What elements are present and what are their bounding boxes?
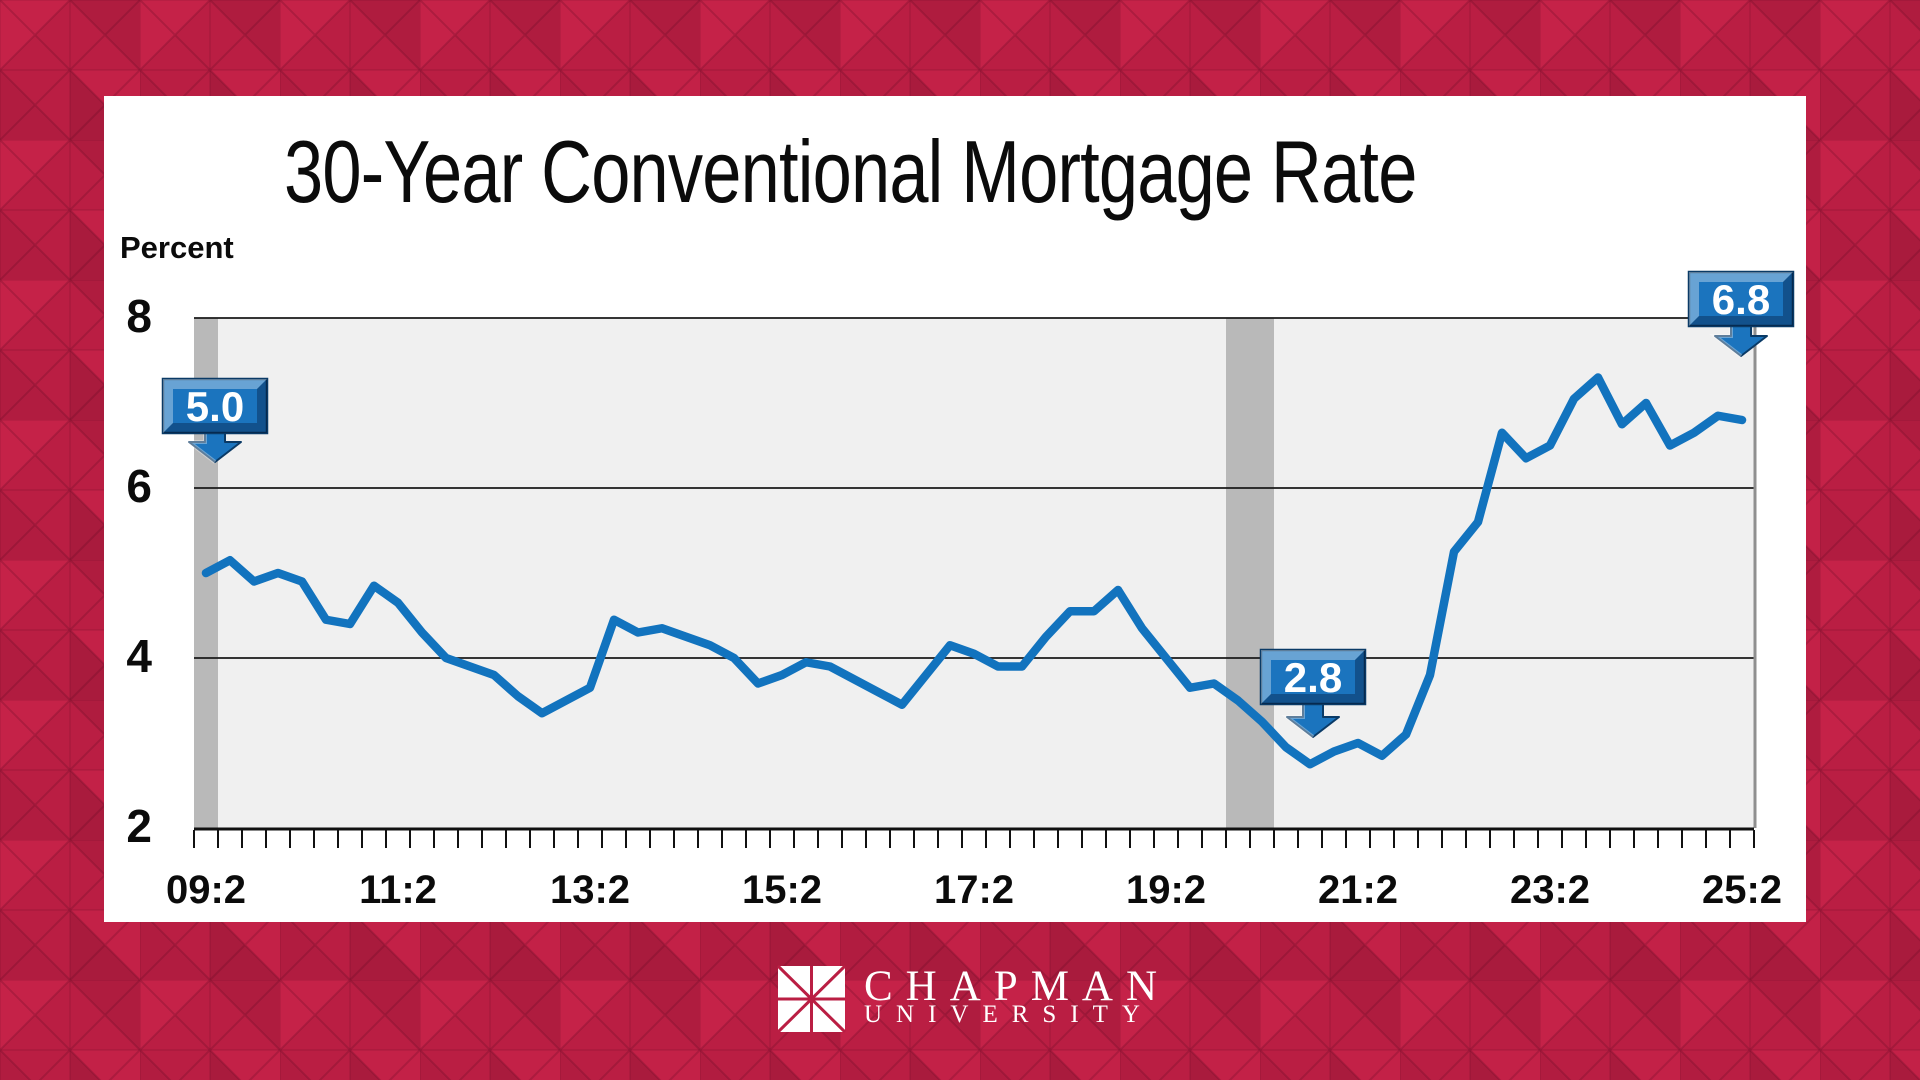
callout-value: 5.0	[186, 383, 244, 430]
callout-box	[161, 377, 269, 435]
rate-line	[201, 373, 1747, 769]
x-axis-label: 09:2	[166, 868, 246, 912]
x-axis-label: 25:2	[1702, 868, 1782, 912]
x-axis-label: 19:2	[1126, 868, 1206, 912]
callout-arrow-highlight	[183, 430, 217, 464]
x-axis-label: 11:2	[359, 868, 437, 912]
callout-arrow-highlight	[1709, 323, 1743, 358]
callout-box	[1687, 270, 1795, 328]
y-axis-label: 8	[126, 290, 152, 342]
brand-subname: UNIVERSITY	[864, 1001, 1154, 1028]
callout-value: 6.8	[1712, 276, 1770, 323]
y-axis-label: 4	[126, 630, 152, 682]
y-axis-title: Percent	[120, 230, 234, 265]
brand-name: CHAPMAN	[864, 963, 1171, 1010]
x-axis-label: 15:2	[742, 868, 822, 912]
recession-band	[1226, 318, 1274, 828]
callout-bevel-highlight	[1261, 650, 1365, 704]
chart-title: 30-Year Conventional Mortgage Rate	[284, 122, 1417, 221]
callout-value: 2.8	[1284, 654, 1342, 701]
callout-arrow-highlight	[1281, 701, 1315, 739]
y-axis-label: 2	[126, 800, 152, 852]
chapman-window-icon	[776, 964, 847, 1034]
callout-box	[1259, 648, 1367, 706]
x-axis-label: 23:2	[1510, 868, 1590, 912]
callout-bevel-shadow	[1261, 650, 1365, 704]
x-axis-label: 21:2	[1318, 868, 1398, 912]
callout-bevel-highlight	[163, 379, 267, 433]
callout-bevel-shadow	[163, 379, 267, 433]
x-axis-label: 17:2	[934, 868, 1014, 912]
plot-area	[194, 318, 1754, 828]
callout-bevel-highlight	[1689, 272, 1793, 326]
callout-bevel-shadow	[1689, 272, 1793, 326]
x-axis-label: 13:2	[550, 868, 630, 912]
y-axis-label: 6	[126, 460, 152, 512]
